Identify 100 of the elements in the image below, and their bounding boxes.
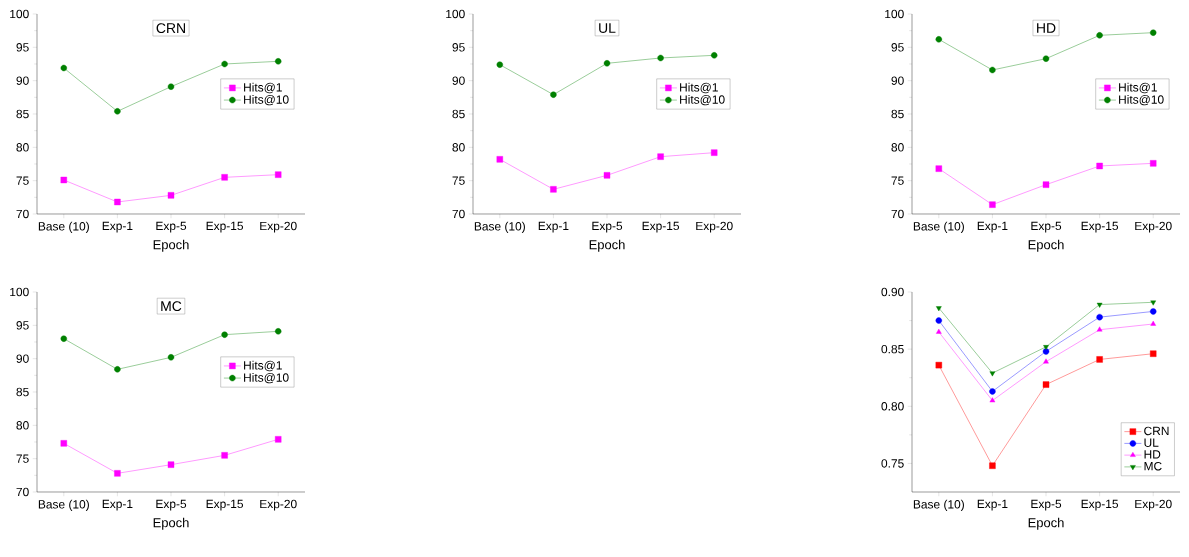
point — [114, 470, 121, 477]
y-tick-label: 75 — [891, 176, 904, 185]
y-tick-label: 90 — [16, 354, 29, 363]
point — [1150, 29, 1157, 36]
point — [275, 58, 282, 65]
y-tick-label: 0.80 — [881, 402, 904, 411]
x-axis-title: Epoch — [1028, 517, 1064, 530]
point — [60, 64, 67, 72]
point — [657, 153, 664, 160]
x-tick-label: Exp-15 — [642, 221, 680, 233]
point — [936, 306, 942, 312]
point — [167, 192, 175, 199]
y-tick-label: 85 — [16, 109, 29, 119]
y-tick-label: 85 — [891, 109, 904, 119]
x-tick-label: Base (10) — [913, 221, 964, 233]
x-tick-label: Exp-1 — [102, 221, 133, 233]
x-tick-label: Exp-5 — [156, 221, 187, 233]
text: HD — [1037, 23, 1056, 33]
point — [167, 83, 175, 90]
legend-label: Hits@10 — [244, 373, 289, 384]
point — [1096, 326, 1103, 332]
text: UL — [599, 23, 616, 33]
point — [1096, 302, 1103, 308]
point — [1043, 358, 1049, 364]
text: MC — [161, 301, 182, 312]
point — [1042, 181, 1050, 188]
point — [1150, 300, 1156, 306]
y-tick-label: 70 — [452, 209, 465, 219]
y-tick-label: 70 — [16, 209, 29, 219]
x-tick-label: Exp-15 — [1081, 499, 1119, 511]
point — [1150, 320, 1156, 326]
point — [114, 366, 121, 373]
point — [989, 66, 996, 74]
point — [1150, 350, 1157, 357]
point — [275, 436, 282, 443]
point — [221, 452, 228, 459]
y-tick-label: 75 — [16, 176, 29, 185]
point — [989, 397, 996, 403]
point — [603, 60, 611, 67]
x-tick-label: Exp-15 — [206, 221, 244, 233]
x-tick-label: Exp-20 — [260, 221, 297, 233]
x-tick-label: Exp-20 — [696, 221, 733, 233]
x-tick-label: Exp-1 — [102, 499, 133, 511]
y-tick-label: 0.90 — [881, 287, 904, 297]
point — [496, 156, 503, 163]
point — [711, 52, 718, 59]
point — [275, 171, 282, 178]
y-tick-label: 80 — [16, 421, 29, 430]
legend-label: MC — [1144, 461, 1162, 471]
x-axis-title: Epoch — [1028, 239, 1064, 252]
legend-label: CRN — [1144, 426, 1169, 436]
legend-label: Hits@10 — [244, 94, 289, 106]
x-tick-label: Exp-15 — [1081, 221, 1119, 233]
legend-label: HD — [1144, 450, 1161, 459]
y-tick-label: 100 — [10, 9, 29, 19]
y-tick-label: 70 — [891, 209, 904, 219]
y-tick-label: 95 — [16, 43, 29, 52]
x-tick-label: Exp-20 — [260, 499, 297, 511]
x-tick-label: Exp-1 — [977, 221, 1008, 233]
point — [657, 54, 664, 62]
point — [935, 361, 942, 369]
x-tick-label: Exp-5 — [1031, 499, 1062, 511]
x-axis-title: Epoch — [153, 517, 189, 530]
point — [114, 108, 121, 115]
legend-label: Hits@1 — [244, 360, 282, 372]
legend-label: Hits@1 — [1119, 82, 1157, 94]
point — [603, 172, 611, 179]
point — [935, 165, 942, 172]
legend-label: Hits@10 — [680, 94, 725, 106]
y-tick-label: 0.85 — [881, 344, 904, 354]
y-tick-label: 95 — [891, 43, 904, 52]
x-tick-label: Exp-5 — [156, 499, 187, 511]
x-tick-label: Exp-20 — [1135, 499, 1172, 511]
y-tick-label: 100 — [885, 9, 904, 19]
x-axis-title: Epoch — [153, 239, 189, 252]
y-tick-label: 80 — [891, 143, 904, 152]
y-tick-label: 95 — [16, 321, 29, 330]
point — [221, 331, 228, 338]
point — [989, 371, 996, 377]
point — [1043, 345, 1049, 351]
y-tick-label: 0.75 — [881, 459, 904, 468]
y-tick-label: 75 — [452, 176, 465, 185]
point — [60, 440, 67, 447]
point — [167, 354, 175, 361]
y-tick-label: 85 — [452, 109, 465, 119]
y-tick-label: 100 — [446, 9, 465, 19]
y-tick-label: 95 — [452, 43, 465, 52]
x-tick-label: Base (10) — [38, 499, 89, 511]
point — [936, 328, 942, 334]
x-tick-label: Base (10) — [38, 221, 89, 233]
point — [496, 61, 503, 68]
point — [1096, 32, 1103, 39]
x-tick-label: Exp-5 — [592, 221, 623, 233]
point — [711, 149, 718, 156]
y-tick-label: 90 — [891, 76, 904, 85]
point — [1150, 308, 1157, 315]
y-tick-label: 75 — [16, 454, 29, 463]
y-tick-label: 100 — [10, 287, 29, 297]
x-tick-label: Base (10) — [913, 499, 964, 511]
legend-label: Hits@1 — [244, 82, 282, 94]
